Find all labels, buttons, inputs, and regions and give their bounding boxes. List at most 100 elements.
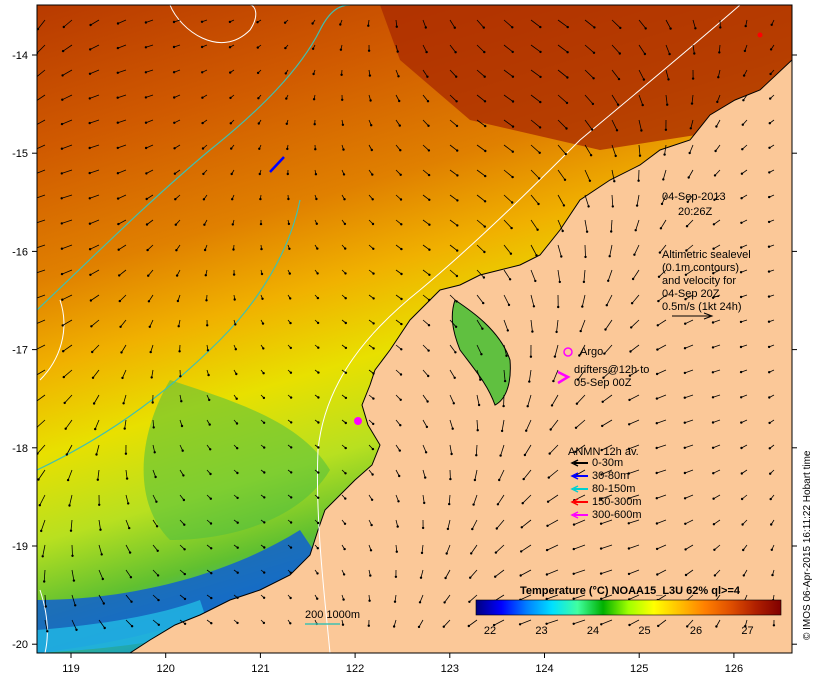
velocity-arrow-head xyxy=(287,197,290,201)
velocity-arrow-head xyxy=(684,548,687,551)
velocity-arrow-head xyxy=(285,122,288,126)
velocity-arrow-head xyxy=(229,96,232,100)
velocity-arrow xyxy=(449,194,458,201)
velocity-arrow-head xyxy=(393,600,397,603)
velocity-arrow-head xyxy=(262,621,266,625)
velocity-arrow-head xyxy=(443,601,446,604)
velocity-arrow-head xyxy=(369,99,372,102)
velocity-arrow-head xyxy=(400,348,403,351)
velocity-arrow xyxy=(145,94,154,98)
velocity-arrow xyxy=(712,444,721,449)
velocity-arrow-head xyxy=(399,373,403,376)
colorbar-tick-label: 25 xyxy=(638,625,650,637)
velocity-arrow xyxy=(501,419,505,431)
velocity-arrow-head xyxy=(587,205,590,208)
velocity-arrow xyxy=(611,169,615,182)
velocity-arrow xyxy=(548,469,559,478)
velocity-arrow-head xyxy=(767,320,771,323)
velocity-arrow xyxy=(656,394,667,399)
velocity-arrow-head xyxy=(61,298,64,301)
velocity-arrow-head xyxy=(666,103,669,106)
velocity-arrow-head xyxy=(641,103,644,107)
velocity-arrow-head xyxy=(740,472,743,475)
velocity-arrow-head xyxy=(424,451,428,454)
velocity-arrow xyxy=(152,494,157,502)
velocity-arrow xyxy=(122,369,127,379)
velocity-arrow-head xyxy=(200,45,204,49)
velocity-arrow xyxy=(575,419,586,429)
velocity-arrow-head xyxy=(511,201,514,204)
velocity-arrow xyxy=(38,469,46,480)
velocity-arrow-head xyxy=(261,297,264,300)
velocity-arrow-head xyxy=(768,195,771,199)
velocity-arrow-head xyxy=(34,124,36,126)
velocity-arrow-head xyxy=(64,427,67,430)
velocity-arrow-head xyxy=(627,522,630,525)
velocity-arrow xyxy=(601,619,613,625)
velocity-arrow-head xyxy=(446,527,450,531)
velocity-arrow xyxy=(657,619,667,627)
velocity-arrow xyxy=(476,219,486,227)
velocity-arrow xyxy=(657,319,667,326)
velocity-arrow-head xyxy=(315,222,318,225)
drifter-icon xyxy=(557,370,571,385)
anmn-title: ANMN 12h av. xyxy=(568,446,639,458)
velocity-arrow-head xyxy=(628,374,632,377)
velocity-arrow-head xyxy=(547,476,550,479)
velocity-arrow xyxy=(90,19,100,26)
velocity-arrow-head xyxy=(712,272,715,275)
velocity-arrow xyxy=(519,619,532,625)
velocity-arrow xyxy=(628,494,640,499)
velocity-arrow xyxy=(37,369,46,376)
velocity-arrow-head xyxy=(611,205,614,208)
velocity-arrow-head xyxy=(555,330,558,334)
anmn-legend: ANMN 12h av. 0-30m30-80m80-150m150-300m3… xyxy=(568,446,642,521)
velocity-arrow xyxy=(119,294,127,302)
velocity-arrow-head xyxy=(200,20,204,23)
velocity-arrow xyxy=(575,444,586,453)
velocity-arrow-head xyxy=(317,446,320,449)
velocity-arrow-head xyxy=(75,628,78,631)
velocity-arrow-head xyxy=(428,273,431,276)
velocity-arrow xyxy=(117,44,127,49)
velocity-arrow-head xyxy=(691,77,695,80)
velocity-arrow-head xyxy=(370,523,373,527)
velocity-arrow-head xyxy=(509,252,513,255)
isobath-1000 xyxy=(37,5,351,311)
velocity-arrow-head xyxy=(768,146,771,149)
velocity-arrow xyxy=(61,194,73,199)
velocity-arrow xyxy=(530,69,541,78)
velocity-arrow xyxy=(422,419,428,428)
velocity-arrow-head xyxy=(741,523,744,526)
velocity-arrow xyxy=(685,269,694,276)
velocity-arrow-head xyxy=(60,147,64,150)
velocity-arrow-head xyxy=(127,502,130,505)
velocity-arrow-head xyxy=(426,100,430,103)
velocity-arrow-head xyxy=(655,547,659,551)
velocity-arrow-head xyxy=(228,20,232,24)
velocity-arrow-head xyxy=(742,548,745,552)
velocity-arrow-head xyxy=(483,50,486,54)
velocity-arrow-head xyxy=(173,147,176,150)
velocity-arrow-head xyxy=(396,50,399,53)
velocity-arrow-head xyxy=(392,625,396,628)
velocity-arrow-head xyxy=(561,229,564,233)
velocity-arrow-head xyxy=(507,303,511,307)
velocity-arrow xyxy=(44,594,47,607)
velocity-arrow xyxy=(628,569,640,575)
velocity-arrow-head xyxy=(180,424,184,428)
velocity-arrow-head xyxy=(634,229,637,232)
velocity-arrow-head xyxy=(181,449,184,452)
velocity-arrow-head xyxy=(613,180,616,183)
velocity-arrow xyxy=(684,469,694,474)
velocity-arrow-head xyxy=(183,548,186,551)
velocity-arrow xyxy=(638,94,644,106)
velocity-arrow xyxy=(712,394,721,398)
velocity-arrow-head xyxy=(689,127,692,130)
velocity-arrow-head xyxy=(62,375,65,379)
velocity-arrow-head xyxy=(344,446,347,450)
velocity-arrow-head xyxy=(103,626,106,630)
velocity-arrow xyxy=(145,19,154,23)
velocity-arrow xyxy=(149,319,154,327)
